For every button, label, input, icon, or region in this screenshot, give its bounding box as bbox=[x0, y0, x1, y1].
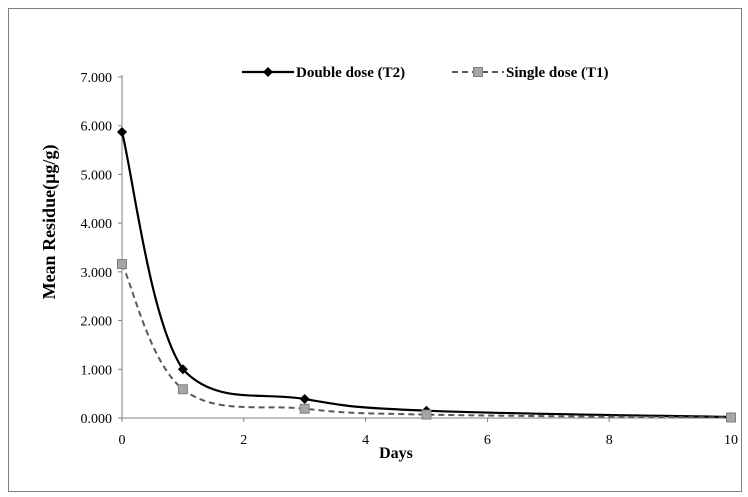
y-tick-label: 0.000 bbox=[81, 412, 113, 427]
x-tick-label: 6 bbox=[484, 433, 491, 448]
series-2-point bbox=[177, 384, 188, 395]
x-tick-label: 10 bbox=[724, 433, 738, 448]
series-line-2 bbox=[121, 263, 732, 419]
y-tick-label: 7.000 bbox=[81, 71, 113, 86]
series-1-point bbox=[299, 394, 310, 405]
series-2-point bbox=[421, 409, 432, 420]
series-1-point bbox=[117, 127, 127, 138]
y-tick-label: 6.000 bbox=[81, 120, 113, 135]
series-lines bbox=[120, 131, 732, 419]
y-axis-title: Mean Residue(µg/g) bbox=[39, 145, 60, 300]
x-tick-label: 4 bbox=[362, 433, 369, 448]
legend-marker bbox=[473, 67, 483, 77]
series-2-point bbox=[299, 403, 310, 414]
y-tick-label: 5.000 bbox=[81, 168, 113, 183]
legend: Double dose (T2) Single dose (T1) bbox=[242, 65, 609, 81]
legend-marker bbox=[263, 67, 273, 77]
series-1-point bbox=[177, 364, 188, 375]
y-tick-label: 2.000 bbox=[81, 315, 113, 330]
x-axis-ticks: 0 2 4 6 8 10 bbox=[119, 418, 738, 448]
series-2-point bbox=[726, 412, 736, 423]
x-tick-label: 2 bbox=[240, 433, 247, 448]
chart-frame bbox=[8, 8, 742, 492]
y-tick-label: 3.000 bbox=[81, 266, 113, 281]
series-line-1 bbox=[120, 131, 732, 419]
series-2-point bbox=[117, 259, 127, 270]
y-tick-label: 1.000 bbox=[81, 363, 113, 378]
legend-label: Single dose (T1) bbox=[506, 65, 609, 81]
legend-label: Double dose (T2) bbox=[296, 65, 405, 81]
x-axis-title: Days bbox=[379, 445, 413, 462]
series-markers bbox=[117, 127, 736, 423]
x-tick-label: 0 bbox=[119, 433, 126, 448]
x-tick-label: 8 bbox=[606, 433, 613, 448]
y-axis-ticks: 0.000 1.000 2.000 3.000 4.000 5.000 6.000 7.000 bbox=[81, 71, 122, 427]
y-tick-label: 4.000 bbox=[81, 217, 113, 232]
axes bbox=[121, 75, 731, 419]
